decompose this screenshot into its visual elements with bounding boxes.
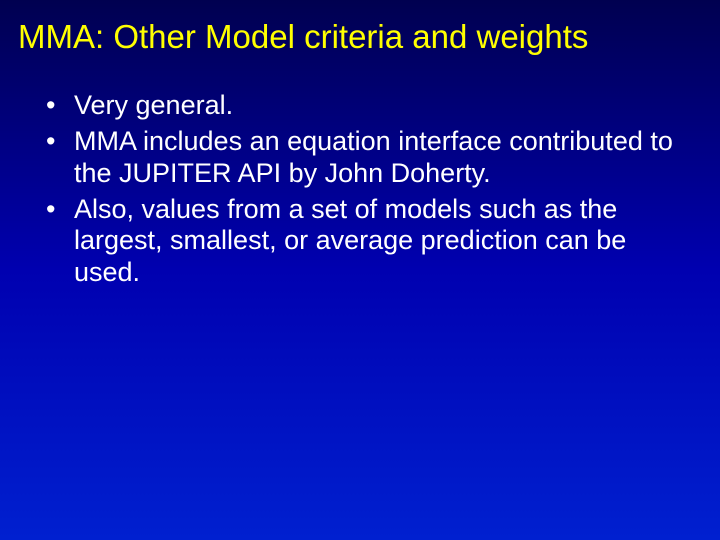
list-item: MMA includes an equation interface contr… [40,126,680,190]
slide-title: MMA: Other Model criteria and weights [0,0,720,56]
slide-body: Very general. MMA includes an equation i… [0,56,720,289]
list-item: Also, values from a set of models such a… [40,194,680,290]
bullet-list: Very general. MMA includes an equation i… [40,90,680,289]
slide: MMA: Other Model criteria and weights Ve… [0,0,720,540]
list-item: Very general. [40,90,680,122]
